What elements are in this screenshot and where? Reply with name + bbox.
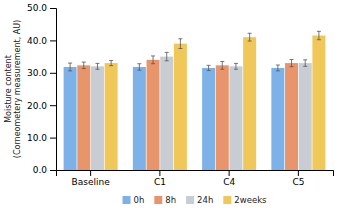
error-bar [68, 63, 72, 71]
y-axis-line [50, 9, 57, 171]
x-tick: C1 [154, 170, 166, 187]
error-bar [220, 61, 224, 69]
marks [64, 31, 326, 170]
legend-label: 24h [197, 195, 213, 205]
x-axis-line [57, 171, 334, 177]
error-bar [137, 64, 141, 70]
y-tick: 50.0 [27, 3, 56, 13]
y-tick: 30.0 [27, 68, 56, 78]
bar [160, 57, 173, 170]
x-tick: C4 [223, 170, 235, 187]
bar [229, 66, 242, 170]
error-bar [317, 31, 321, 39]
y-tick-mark [50, 105, 56, 106]
bar [174, 44, 187, 170]
bar-series [77, 56, 298, 170]
x-tick-mark [298, 170, 299, 176]
bar [105, 63, 118, 170]
x-axis: Baseline C1 C4 C5 [57, 170, 334, 187]
y-axis-title: Moisture content(Corneometery measuremen… [4, 20, 22, 158]
chart: 0.0 10.0 20.0 30.0 40.0 50.0 Baseline C1 C4 C5 Moi… [0, 0, 341, 208]
legend-swatch [223, 196, 231, 204]
bar [299, 63, 312, 170]
legend: 0h 8h 24h 2weeks [123, 195, 268, 205]
error-bar [276, 65, 280, 71]
y-tick-mark [50, 170, 56, 171]
bar-series [91, 52, 312, 170]
y-axis-title-line: Moisture content [4, 55, 13, 123]
y-tick-label: 10.0 [27, 133, 47, 143]
legend-item: 8h [154, 195, 176, 205]
bar [312, 36, 325, 170]
legend-label: 2weeks [234, 195, 267, 205]
error-bar [303, 60, 307, 66]
bar [285, 63, 298, 170]
bar [271, 68, 284, 170]
y-tick-label: 0.0 [33, 165, 48, 175]
error-bar [248, 33, 252, 41]
bar [133, 67, 146, 170]
error-bar [109, 60, 113, 65]
y-tick: 20.0 [27, 101, 56, 111]
error-bar [178, 39, 182, 49]
legend-item: 0h [123, 195, 145, 205]
error-bar [151, 56, 155, 64]
legend-swatch [154, 196, 162, 204]
x-tick-label: C1 [154, 177, 166, 187]
x-tick: Baseline [72, 170, 111, 187]
bar [64, 67, 77, 170]
x-tick-mark [229, 170, 230, 176]
y-tick-label: 50.0 [27, 3, 47, 13]
legend-swatch [123, 196, 131, 204]
x-tick-mark [159, 170, 160, 176]
y-tick-label: 20.0 [27, 101, 47, 111]
bar [77, 65, 90, 170]
x-tick: C5 [292, 170, 304, 187]
y-tick-mark [50, 73, 56, 74]
y-tick-mark [50, 8, 56, 9]
y-tick-mark [50, 40, 56, 41]
y-tick-label: 30.0 [27, 68, 47, 78]
bar [91, 66, 104, 170]
bar [202, 68, 215, 170]
y-tick-label: 40.0 [27, 36, 47, 46]
x-tick-label: Baseline [72, 177, 111, 187]
error-bar [290, 60, 294, 67]
legend-label: 8h [165, 195, 176, 205]
error-bar [234, 63, 238, 69]
y-axis-title-line: (Corneometery measurement, AU) [13, 20, 22, 158]
bar [243, 37, 256, 170]
legend-item: 2weeks [223, 195, 267, 205]
x-tick-mark [90, 170, 91, 176]
y-tick: 0.0 [33, 165, 56, 175]
x-tick-label: C4 [223, 177, 235, 187]
y-tick: 10.0 [27, 133, 56, 143]
legend-swatch [186, 196, 194, 204]
legend-item: 24h [186, 195, 213, 205]
x-tick-label: C5 [292, 177, 304, 187]
y-tick-mark [50, 138, 56, 139]
error-bar [82, 62, 86, 68]
error-bar [207, 65, 211, 70]
legend-label: 0h [134, 195, 145, 205]
y-tick: 40.0 [27, 36, 56, 46]
bar [147, 60, 160, 170]
plot: 0.0 10.0 20.0 30.0 40.0 50.0 Baseline C1 C4 C5 [27, 3, 334, 187]
error-bar [95, 63, 99, 69]
error-bar [165, 52, 169, 60]
y-axis: 0.0 10.0 20.0 30.0 40.0 50.0 [27, 3, 57, 175]
bar [216, 65, 229, 170]
bar-series [105, 31, 326, 170]
